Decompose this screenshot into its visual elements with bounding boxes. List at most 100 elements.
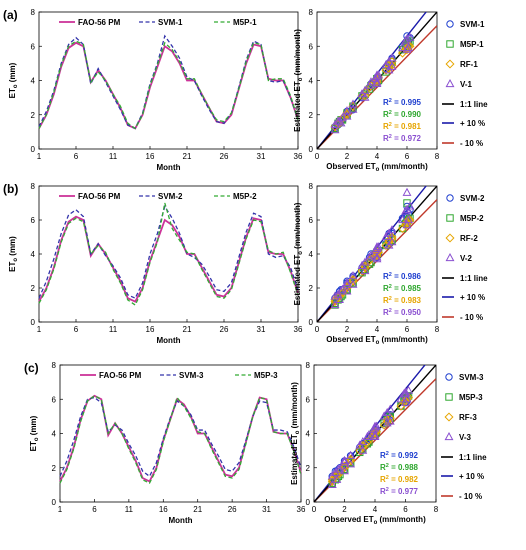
- scatter-point-V-1: [342, 106, 352, 115]
- y-tick-label: 6: [309, 216, 314, 225]
- legend-label: M5P-1: [460, 40, 484, 49]
- x-tick-label: 16: [159, 505, 168, 514]
- y-tick-label: 0: [306, 498, 311, 507]
- y-tick-label: 0: [31, 318, 36, 327]
- x-tick-label: 6: [403, 505, 408, 514]
- legend-label: V-3: [459, 433, 472, 442]
- x-tick-label: 1: [37, 152, 42, 161]
- scatter-point-RF-3: [382, 417, 392, 427]
- scatter-point-V-3: [340, 466, 349, 475]
- legend-marker: [444, 431, 454, 441]
- legend-label: - 10 %: [460, 313, 483, 322]
- scatter-point-V-3: [332, 474, 342, 483]
- y-tick-label: 2: [31, 111, 36, 120]
- scatter-point-V-2: [335, 294, 344, 303]
- panel-label: (c): [24, 361, 39, 375]
- x-tick-label: 6: [92, 505, 97, 514]
- scatter-point-V-2: [338, 284, 347, 293]
- scatter-point-V-3: [396, 394, 406, 403]
- scatter-point-V-1: [405, 32, 415, 41]
- scatter-point-V-2: [342, 286, 352, 295]
- y-tick-label: 4: [306, 430, 311, 439]
- series-line-FAO-56 PM: [38, 41, 299, 130]
- scatter-point-V-1: [348, 104, 358, 113]
- series-line-SVM-3: [59, 396, 302, 478]
- scatter-point-V-2: [372, 243, 382, 252]
- r2-label: R2 = 0.950: [383, 308, 422, 317]
- x-tick-label: 2: [345, 152, 350, 161]
- series-line-SVM-1: [38, 34, 299, 130]
- scatter-point-V-2: [372, 252, 382, 261]
- legend-marker: [445, 233, 455, 243]
- scatter-point-V-3: [401, 387, 410, 396]
- series-line-M5P-2: [38, 202, 299, 306]
- scatter-point-M5P-3: [365, 438, 373, 446]
- scatter-point-V-2: [336, 286, 346, 295]
- y-tick-label: 4: [31, 77, 36, 86]
- scatter-point-V-1: [336, 118, 346, 127]
- scatter-point-V-1: [374, 70, 383, 79]
- x-tick-label: 6: [74, 325, 79, 334]
- x-tick-label: 11: [109, 152, 118, 161]
- y-tick-label: 0: [309, 145, 314, 154]
- scatter-point-V-1: [387, 61, 397, 70]
- x-axis-label: Month: [157, 336, 181, 345]
- scatter-point-V-2: [405, 201, 415, 210]
- r2-label: R2 = 0.992: [380, 451, 419, 460]
- y-tick-label: 8: [309, 8, 314, 17]
- scatter-point-V-1: [398, 42, 407, 52]
- scatter-points: [327, 385, 414, 488]
- legend-marker: [446, 20, 454, 28]
- x-tick-label: 26: [220, 325, 229, 334]
- x-tick-label: 8: [434, 505, 439, 514]
- scatter-point-V-2: [401, 206, 410, 215]
- scatter-points: [330, 32, 415, 134]
- legend-label: - 10 %: [460, 139, 483, 148]
- scatter-point-V-2: [342, 277, 352, 286]
- x-tick-label: 21: [183, 325, 192, 334]
- scatter-point-V-1: [360, 92, 370, 101]
- scatter-point-V-2: [360, 257, 370, 266]
- x-tick-label: 6: [405, 152, 410, 161]
- legend-label: M5P-3: [459, 393, 483, 402]
- scatter-point-M5P-3: [336, 470, 344, 479]
- legend-marker: [445, 59, 455, 69]
- y-tick-label: 2: [31, 284, 36, 293]
- scatter-point-V-3: [382, 418, 392, 427]
- scatter-point-V-3: [385, 404, 395, 413]
- legend-label: M5P-1: [233, 18, 257, 27]
- scatter-point-V-2: [330, 299, 340, 309]
- y-axis-label: ETo (mm): [8, 236, 19, 272]
- legend-label: V-1: [460, 80, 473, 89]
- scatter-point-V-3: [335, 464, 345, 473]
- legend-marker: [445, 252, 455, 262]
- scatter-point-RF-2: [360, 263, 370, 273]
- y-tick-label: 6: [52, 395, 57, 404]
- scatter-panel-a-scatter: 0 2 4 6 8 0 2 4 6 8 Observed ETo (mm/month) Estimat…: [293, 8, 488, 173]
- scatter-panel-b-scatter: 0 2 4 6 8 0 2 4 6 8 Observed ETo (mm/month) Estimat…: [293, 182, 488, 346]
- scatter-point-V-3: [404, 385, 413, 394]
- x-tick-label: 26: [220, 152, 229, 161]
- legend-label: RF-2: [460, 234, 478, 243]
- x-tick-label: 8: [435, 152, 440, 161]
- y-axis-label: ETo (mm): [8, 62, 19, 98]
- scatter-point-V-3: [340, 455, 349, 464]
- scatter-point-V-1: [372, 78, 382, 88]
- legend-label: SVM-1: [158, 18, 183, 27]
- scatter-point-V-3: [346, 459, 356, 468]
- scatter-point-V-1: [360, 85, 370, 94]
- panel-label: (a): [3, 8, 18, 22]
- y-tick-label: 8: [52, 361, 57, 370]
- scatter-panel-c-scatter: 0 2 4 6 8 0 2 4 6 8 Observed ETo (mm/month) Estimat…: [290, 361, 487, 526]
- legend-label: M5P-2: [233, 192, 257, 201]
- y-tick-label: 4: [52, 430, 57, 439]
- r2-label: R2 = 0.990: [383, 110, 422, 119]
- scatter-point-V-2: [404, 214, 413, 224]
- scatter-point-V-3: [327, 479, 337, 488]
- x-tick-label: 6: [74, 152, 79, 161]
- x-tick-label: 1: [37, 325, 42, 334]
- scatter-point-V-2: [387, 237, 397, 246]
- scatter-point-RF-3: [346, 456, 356, 466]
